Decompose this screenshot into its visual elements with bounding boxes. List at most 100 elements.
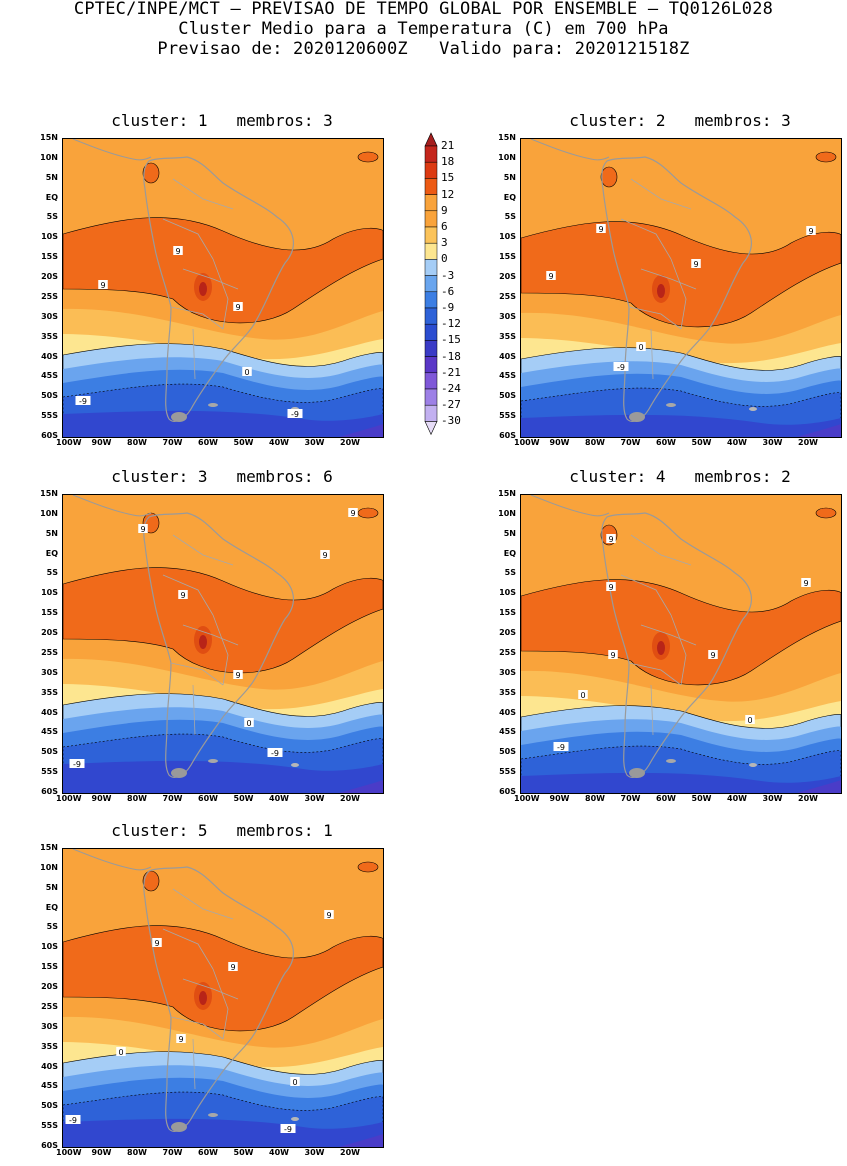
colorbar-swatch	[424, 178, 438, 195]
contour-label: 0	[290, 1077, 300, 1087]
lat-tick-label: 35S	[499, 687, 516, 697]
contour-label-text: 9	[235, 303, 240, 312]
lon-tick-label: 100W	[56, 1148, 82, 1157]
lat-tick-label: EQ	[45, 902, 58, 912]
lat-tick-label: 60S	[41, 431, 58, 440]
lat-tick-label: 20S	[499, 628, 516, 638]
colorbar-label: -15	[441, 333, 461, 347]
lon-tick-label: 50W	[233, 794, 254, 803]
contour-label: 0	[745, 715, 755, 725]
colorbar-swatch	[424, 226, 438, 244]
lat-tick-label: 5N	[503, 528, 516, 538]
contour-label: 9	[173, 246, 183, 256]
lon-tick-label: 100W	[56, 794, 82, 803]
lat-tick-label: 45S	[41, 727, 58, 737]
colorbar-label: -9	[441, 301, 455, 314]
lat-tick-label: 55S	[41, 411, 58, 421]
lat-tick-label: 60S	[41, 1141, 58, 1150]
panel-title: cluster: 1 membros: 3	[111, 111, 333, 130]
colorbar-label: -21	[441, 365, 461, 379]
lon-tick-label: 90W	[549, 438, 570, 447]
temperature-map: 9 9 9 0 -9 -9	[62, 138, 384, 438]
contour-label-text: 9	[175, 247, 180, 256]
contour-label: 9	[606, 582, 616, 592]
lat-tick-label: 15N	[498, 489, 516, 498]
panel-title: cluster: 4 membros: 2	[569, 467, 791, 486]
contour-label: 9	[806, 226, 816, 236]
contour-label: 9	[708, 650, 718, 660]
lat-tick-label: 50S	[499, 747, 516, 757]
lat-tick-label: 20S	[41, 982, 58, 992]
lon-tick-label: 100W	[514, 438, 540, 447]
colorbar-swatch	[424, 242, 438, 260]
map-panel-1: cluster: 1 membros: 3 9 9 9 0 -9 -9 15N 10N 5N EQ 5…	[28, 112, 388, 456]
lon-tick-label: 70W	[620, 794, 641, 803]
contour-label-text: 0	[118, 1048, 123, 1057]
contour-label-text: 9	[180, 591, 185, 600]
lat-tick-label: 15S	[41, 608, 58, 618]
lat-tick-label: 5S	[46, 922, 58, 932]
contour-label-text: 9	[608, 583, 613, 592]
lat-tick-label: 40S	[499, 707, 516, 717]
lat-tick-label: 35S	[41, 331, 58, 341]
lat-tick-label: 45S	[499, 371, 516, 381]
lat-tick-label: 60S	[41, 787, 58, 796]
contour-label: -9	[613, 362, 629, 372]
contour-label: 9	[233, 670, 243, 680]
lon-tick-label: 30W	[762, 438, 783, 447]
lon-tick-label: 80W	[585, 794, 605, 803]
contour-label: -9	[69, 759, 85, 769]
colorbar-swatch	[424, 307, 438, 325]
lat-tick-label: 45S	[499, 727, 516, 737]
lat-tick-label: 10N	[498, 152, 516, 162]
colorbar-swatch	[424, 291, 438, 309]
colorbar-label: 0	[441, 252, 448, 266]
lat-tick-label: EQ	[503, 548, 516, 558]
contour-label-text: -9	[291, 410, 299, 419]
contour-label: 9	[138, 524, 148, 534]
lon-tick-label: 60W	[198, 438, 218, 447]
lat-tick-label: 15S	[499, 252, 516, 262]
temperature-map: 9 9 9 9 0 0 -9 -9	[62, 848, 384, 1148]
lat-tick-label: 25S	[499, 291, 516, 301]
contour-label-text: 9	[548, 272, 553, 281]
colorbar-swatch	[424, 161, 438, 179]
lat-tick-label: 40S	[41, 351, 58, 361]
contour-label-text: 0	[292, 1078, 297, 1087]
contour-label-text: 9	[154, 939, 159, 948]
contour-label-text: 9	[350, 509, 355, 518]
contour-label-text: -9	[79, 397, 87, 406]
lat-tick-label: 20S	[499, 272, 516, 282]
lat-tick-label: 10S	[41, 942, 58, 952]
lat-tick-label: 10S	[499, 588, 516, 598]
contour-label-text: 9	[710, 651, 715, 660]
lat-tick-label: 15N	[40, 489, 58, 498]
contour-label-text: 0	[580, 691, 585, 700]
lat-tick-label: 35S	[41, 1041, 58, 1051]
lat-tick-label: 30S	[41, 667, 58, 677]
lon-tick-label: 50W	[233, 438, 254, 447]
contour-label: 9	[801, 578, 811, 588]
lon-tick-label: 70W	[162, 438, 183, 447]
lon-tick-label: 60W	[656, 438, 676, 447]
contour-label-text: -9	[557, 743, 565, 752]
lat-tick-label: 30S	[499, 667, 516, 677]
colorbar-label: 9	[441, 203, 448, 217]
contour-label: 9	[324, 910, 334, 920]
contour-label-text: 9	[598, 225, 603, 234]
lat-tick-label: 10S	[41, 232, 58, 242]
lat-tick-label: EQ	[503, 192, 516, 202]
lon-tick-label: 60W	[198, 794, 218, 803]
lon-tick-label: 20W	[340, 1148, 360, 1157]
contour-label-text: -9	[73, 760, 81, 769]
contour-label: -9	[75, 396, 91, 406]
lon-tick-label: 30W	[304, 1148, 325, 1157]
contour-label-text: 9	[178, 1035, 183, 1044]
colorbar-label: -27	[441, 398, 461, 412]
colorbar-label: -12	[441, 317, 461, 331]
contour-label-text: 9	[326, 911, 331, 920]
lon-tick-label: 20W	[798, 794, 818, 803]
map-panel-5: cluster: 5 membros: 1 9 9 9 9 0 0 -9 -9 15N 10N 5N E…	[28, 822, 388, 1166]
contour-label-text: -9	[271, 749, 279, 758]
contour-label: 9	[320, 550, 330, 560]
